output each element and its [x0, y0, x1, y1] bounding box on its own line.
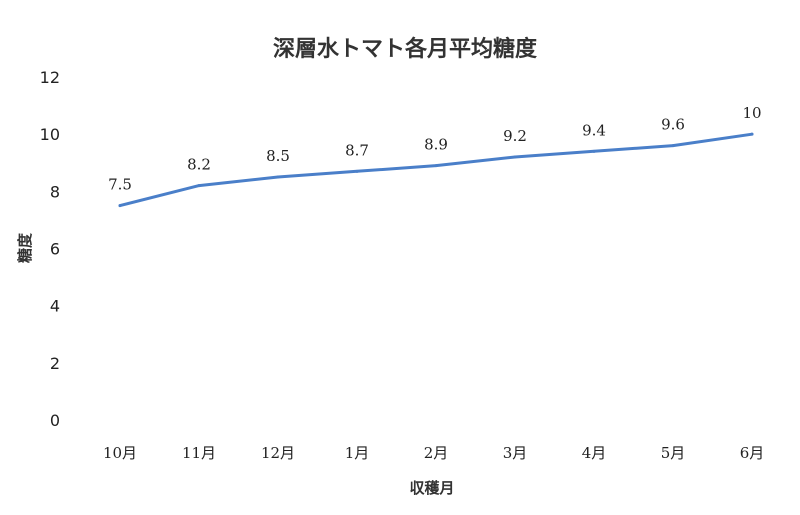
data-point	[118, 204, 122, 208]
data-label: 8.9	[424, 136, 448, 154]
data-label: 8.5	[266, 147, 290, 165]
data-labels: 7.5 8.2 8.5 8.7 8.9 9.2 9.4 9.6 10	[108, 104, 761, 193]
data-point	[592, 149, 596, 153]
x-tick-label: 4月	[582, 444, 607, 462]
data-point	[513, 155, 517, 159]
x-tick-label: 2月	[424, 444, 449, 462]
data-label: 8.2	[187, 156, 211, 174]
x-tick-label: 10月	[103, 444, 137, 462]
data-point	[276, 175, 280, 179]
series-group	[118, 132, 754, 208]
x-axis-label: 収穫月	[409, 479, 454, 497]
y-tick-label: 10	[40, 125, 60, 144]
data-label: 10	[742, 104, 761, 122]
y-tick-label: 12	[40, 68, 60, 87]
y-tick-label: 6	[50, 240, 60, 259]
x-tick-label: 12月	[261, 444, 295, 462]
x-tick-label: 5月	[661, 444, 686, 462]
x-tick-labels: 10月 11月 12月 1月 2月 3月 4月 5月 6月	[103, 444, 764, 462]
data-point	[355, 169, 359, 173]
y-tick-labels: 0 2 4 6 8 10 12	[40, 68, 60, 430]
data-point	[434, 164, 438, 168]
y-tick-label: 0	[50, 411, 60, 430]
data-label: 9.6	[661, 116, 685, 134]
data-label: 8.7	[345, 141, 369, 159]
y-tick-label: 4	[50, 297, 60, 316]
x-tick-label: 1月	[345, 444, 370, 462]
data-label: 7.5	[108, 176, 132, 194]
data-point	[750, 132, 754, 136]
y-tick-label: 2	[50, 354, 60, 373]
data-label: 9.2	[503, 127, 527, 145]
data-label: 9.4	[582, 121, 606, 139]
y-axis-label: 糖度	[16, 232, 34, 263]
x-tick-label: 11月	[182, 444, 216, 462]
y-tick-label: 8	[50, 182, 60, 201]
data-point	[671, 144, 675, 148]
x-tick-label: 3月	[503, 444, 528, 462]
chart-title: 深層水トマト各月平均糖度	[273, 36, 538, 62]
x-tick-label: 6月	[740, 444, 765, 462]
data-point	[197, 184, 201, 188]
